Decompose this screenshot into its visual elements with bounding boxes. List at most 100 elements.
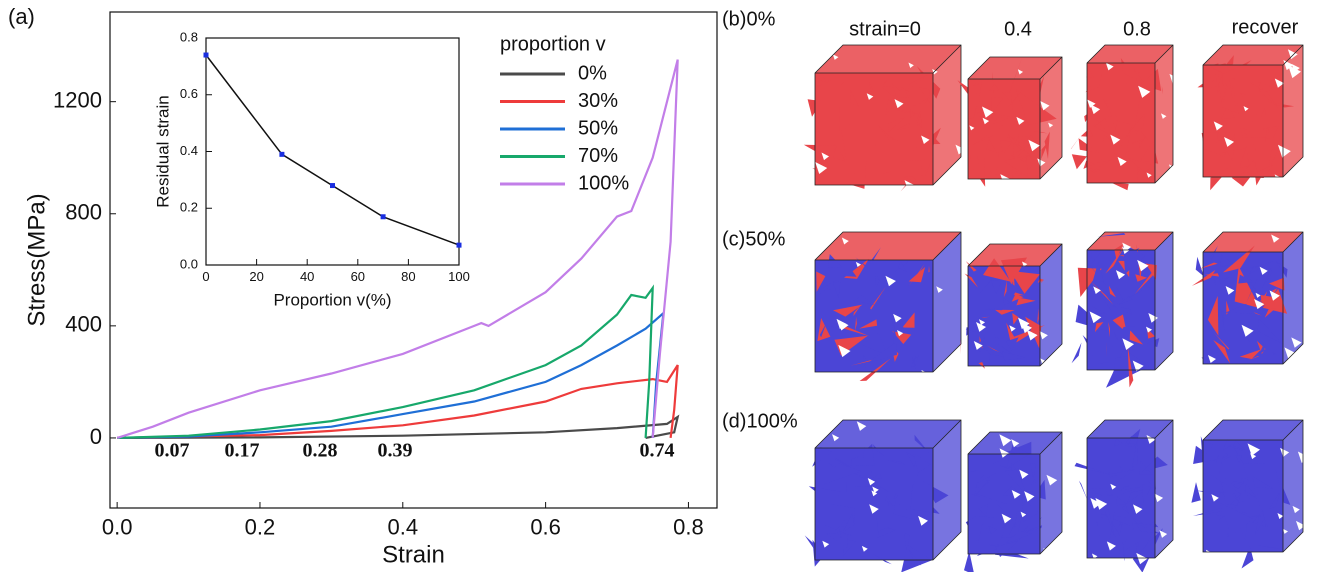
gap (999, 434, 1012, 447)
shard (1213, 340, 1231, 364)
shard (1260, 107, 1266, 117)
shard (1085, 74, 1102, 93)
gap (1159, 530, 1168, 538)
shard (822, 288, 831, 290)
render (964, 431, 1063, 572)
shard (1016, 297, 1036, 306)
cube-face (1087, 232, 1173, 250)
gap (1225, 286, 1235, 295)
shard (912, 355, 919, 363)
shard (1090, 249, 1101, 263)
shard (1199, 262, 1218, 269)
shard (1208, 442, 1223, 466)
shard (1118, 486, 1142, 495)
shard (1242, 463, 1265, 483)
shard (1221, 104, 1235, 120)
shard (1109, 518, 1119, 534)
cube-face (1203, 45, 1303, 65)
cube-face (1203, 232, 1303, 252)
shard (972, 124, 1004, 145)
shard (1140, 68, 1162, 91)
shard (901, 545, 932, 572)
gap (981, 106, 994, 118)
shard (817, 80, 832, 87)
annotation: 0.17 (225, 440, 260, 462)
marker (330, 183, 335, 189)
render (1191, 231, 1304, 365)
gap (1154, 493, 1164, 503)
shard (1227, 133, 1235, 161)
shard (1136, 523, 1162, 534)
shard (1120, 58, 1138, 81)
shard (976, 472, 996, 489)
shard (920, 138, 941, 145)
shard (981, 316, 991, 318)
gap (1259, 266, 1268, 275)
cube-face (1155, 420, 1173, 558)
shard (833, 129, 847, 162)
y-axis-title: Residual strain (153, 95, 172, 207)
shard (1015, 134, 1019, 146)
y-tick-label: 800 (65, 200, 102, 225)
cube-edge (1202, 44, 1304, 178)
shard (869, 81, 873, 93)
gap (979, 319, 986, 326)
shard (819, 279, 838, 295)
gap (1090, 104, 1101, 115)
shard (1099, 293, 1112, 311)
shard (1005, 469, 1028, 497)
shard (1089, 280, 1114, 305)
shard (1246, 278, 1258, 303)
shard (1000, 514, 1016, 540)
shard (871, 472, 882, 480)
shard (885, 99, 894, 116)
legend-label: 50% (578, 117, 618, 139)
shard (1251, 284, 1261, 297)
shard (1220, 309, 1225, 331)
shard (1083, 160, 1095, 169)
shard (832, 504, 855, 522)
gap (856, 421, 867, 431)
shard (1102, 118, 1117, 143)
shard (1130, 138, 1144, 144)
shard (1104, 134, 1116, 146)
shard (996, 148, 1011, 171)
shard (973, 158, 986, 187)
shard (1264, 308, 1276, 318)
shard (1024, 149, 1040, 164)
shard (1116, 519, 1124, 536)
shard (875, 143, 877, 146)
cube-edge (1086, 231, 1174, 371)
shard (1239, 145, 1249, 168)
shard (1134, 271, 1157, 295)
shard (1093, 120, 1109, 134)
gap (1224, 136, 1235, 147)
shard (1070, 135, 1081, 150)
render (957, 56, 1063, 187)
gap (1271, 234, 1280, 243)
shard (863, 354, 866, 369)
shard (1009, 57, 1022, 93)
shard (1207, 295, 1219, 336)
shard (1210, 165, 1232, 191)
gap (1146, 172, 1152, 178)
shard (921, 163, 931, 176)
shard (975, 344, 991, 365)
shard (1144, 283, 1150, 288)
shard (1240, 93, 1246, 99)
shard (1088, 306, 1108, 315)
series-line (117, 284, 654, 439)
gap (1255, 292, 1261, 298)
shard (1269, 489, 1282, 510)
shard (1114, 244, 1123, 261)
shard (968, 154, 971, 166)
gap (1093, 286, 1101, 295)
shard (978, 317, 999, 339)
shard (862, 332, 887, 356)
cube-face (1283, 232, 1303, 364)
gap (969, 125, 975, 131)
shard (1231, 481, 1245, 489)
shard (845, 160, 867, 189)
gap (982, 117, 990, 125)
gap (1011, 490, 1021, 499)
